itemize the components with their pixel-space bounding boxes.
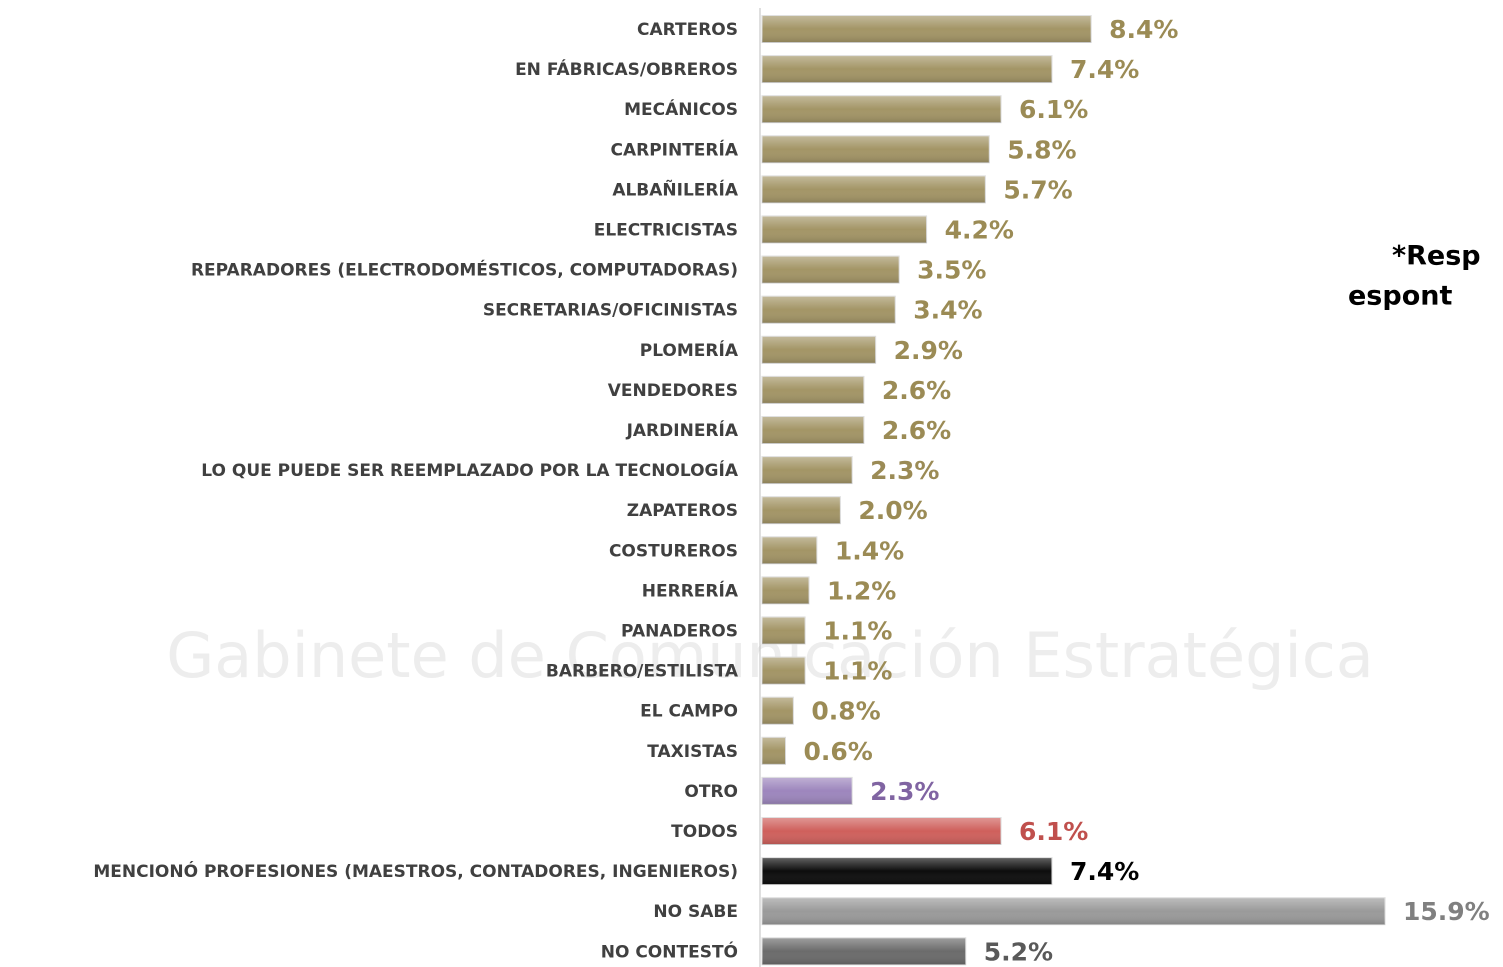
category-label: VENDEDORES <box>608 381 738 401</box>
category-label: NO CONTESTÓ <box>601 940 738 962</box>
category-label: COSTUREROS <box>609 541 738 561</box>
bar-shine <box>762 376 864 404</box>
bar-shine <box>762 336 876 364</box>
value-label: 8.4% <box>1109 15 1178 44</box>
annotation: *Resp <box>1392 241 1481 272</box>
value-label: 0.8% <box>811 697 880 726</box>
category-label: CARPINTERÍA <box>610 138 738 160</box>
category-label: TAXISTAS <box>647 742 738 762</box>
category-label: NO SABE <box>653 902 738 922</box>
bar-shine <box>762 897 1385 925</box>
category-label: MENCIONÓ PROFESIONES (MAESTROS, CONTADOR… <box>93 860 738 882</box>
category-label: OTRO <box>684 782 738 802</box>
value-label: 7.4% <box>1070 55 1139 84</box>
value-label: 15.9% <box>1403 897 1490 926</box>
value-label: 4.2% <box>945 216 1014 245</box>
value-label: 2.3% <box>870 456 939 485</box>
bar-shine <box>762 657 806 685</box>
bar-shine <box>762 135 990 163</box>
value-label: 0.6% <box>804 737 873 766</box>
value-label: 6.1% <box>1019 817 1088 846</box>
value-label: 2.3% <box>870 777 939 806</box>
bar-shine <box>762 737 786 765</box>
bar-shine <box>762 95 1002 123</box>
value-label: 1.2% <box>827 576 896 605</box>
annotation: espont <box>1348 281 1452 312</box>
bar-shine <box>762 256 900 284</box>
value-label: 5.2% <box>984 937 1053 966</box>
category-label: ZAPATEROS <box>627 501 738 521</box>
bar-shine <box>762 496 841 524</box>
category-label: JARDINERÍA <box>626 419 739 441</box>
value-label: 2.9% <box>894 336 963 365</box>
value-label: 1.1% <box>823 657 892 686</box>
value-label: 7.4% <box>1070 857 1139 886</box>
bar-shine <box>762 296 896 324</box>
value-label: 2.6% <box>882 376 951 405</box>
category-label: BARBERO/ESTILISTA <box>546 662 739 682</box>
category-label: ELECTRICISTAS <box>594 221 738 241</box>
bar-shine <box>762 456 853 484</box>
category-label: HERRERÍA <box>642 579 739 601</box>
bar-shine <box>762 697 794 725</box>
bar-shine <box>762 576 810 604</box>
category-label: TODOS <box>671 822 738 842</box>
bar-shine <box>762 15 1092 43</box>
category-label: PANADEROS <box>621 622 738 642</box>
value-label: 5.8% <box>1007 135 1076 164</box>
bar-shine <box>762 857 1052 885</box>
bar-shine <box>762 817 1002 845</box>
category-label: CARTEROS <box>637 20 738 40</box>
value-label: 5.7% <box>1003 175 1072 204</box>
value-label: 1.1% <box>823 617 892 646</box>
value-label: 2.6% <box>882 416 951 445</box>
bar-shine <box>762 937 966 965</box>
bar-shine <box>762 617 806 644</box>
category-label: REPARADORES (ELECTRODOMÉSTICOS, COMPUTAD… <box>191 259 738 281</box>
bar-shine <box>762 536 817 564</box>
bar-shine <box>762 175 986 203</box>
value-label: 3.5% <box>917 256 986 285</box>
category-label: ALBAÑILERÍA <box>612 177 739 200</box>
category-label: MECÁNICOS <box>624 98 738 120</box>
bar-shine <box>762 777 853 805</box>
category-label: EL CAMPO <box>640 702 738 722</box>
value-label: 1.4% <box>835 536 904 565</box>
category-label: EN FÁBRICAS/OBREROS <box>515 58 738 80</box>
bar-shine <box>762 55 1052 83</box>
value-label: 2.0% <box>858 496 927 525</box>
value-label: 3.4% <box>913 296 982 325</box>
value-label: 6.1% <box>1019 95 1088 124</box>
category-label: SECRETARIAS/OFICINISTAS <box>483 301 738 321</box>
category-label: PLOMERÍA <box>640 339 739 361</box>
bar-shine <box>762 216 927 243</box>
bar-shine <box>762 416 864 444</box>
category-label: LO QUE PUEDE SER REEMPLAZADO POR LA TECN… <box>201 459 739 481</box>
